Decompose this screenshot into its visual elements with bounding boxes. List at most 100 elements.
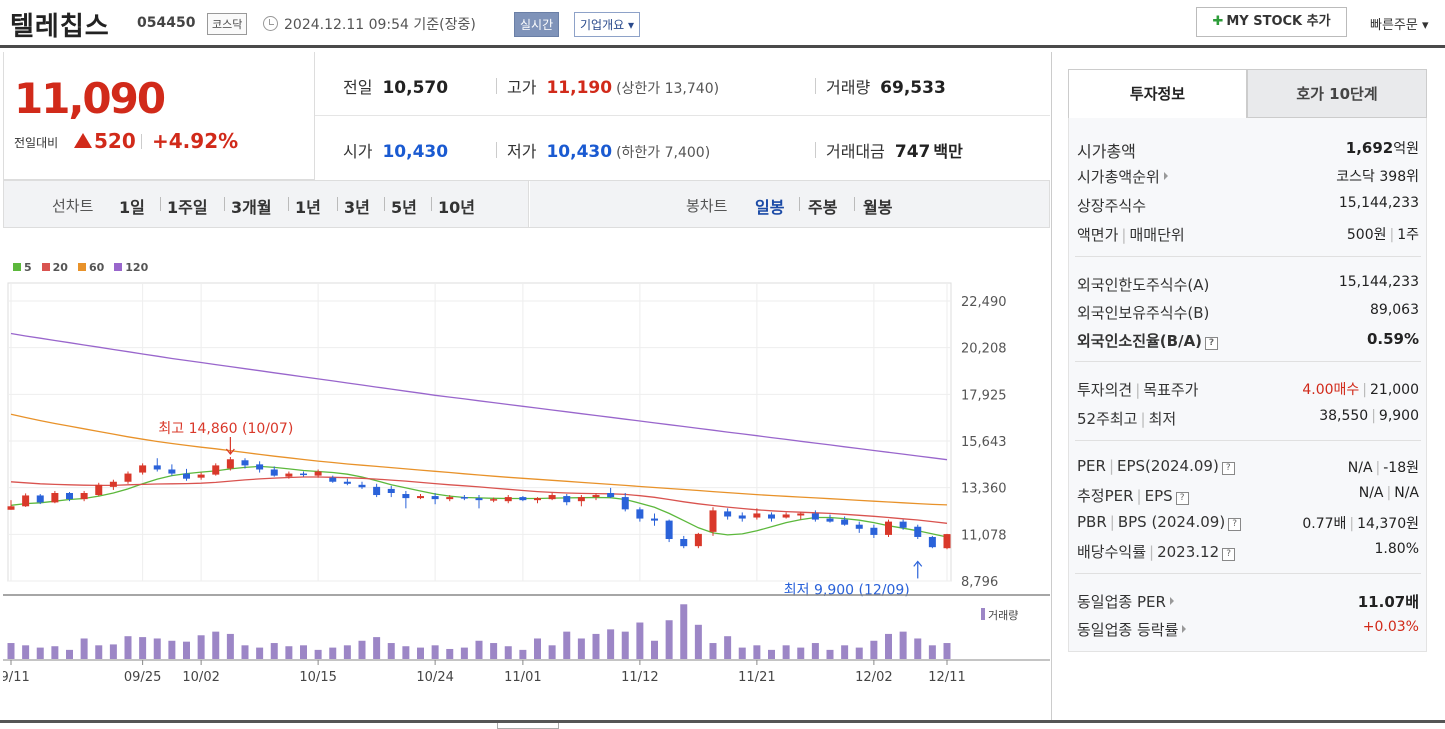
candle-body [7, 506, 15, 510]
volume-bar [680, 604, 688, 659]
y-tick-label: 15,643 [961, 435, 1007, 450]
divider [496, 78, 497, 94]
dividend-label: 배당수익률 | 2023.12? [1077, 541, 1236, 562]
period-item[interactable]: 3년 [344, 198, 370, 217]
candle-body [797, 513, 805, 516]
volume-bar [417, 647, 424, 659]
volume-bar [285, 646, 293, 659]
volume-bar [782, 645, 790, 659]
volume-bar [504, 646, 512, 659]
candle-body [212, 465, 220, 475]
market-cap-rank-label: 시가총액순위 [1077, 166, 1168, 187]
high-annotation: 최고 14,860 (10/07) [158, 421, 293, 437]
chart-canvas: 22,490 20,208 17,925 15,643 13,360 11,078 8,79… [3, 282, 1050, 685]
realtime-button[interactable]: 실시간 [514, 12, 560, 37]
candle-period-item[interactable]: 일봉 [755, 198, 785, 217]
foreign-ratio-text: 외국인소진율(B/A) [1077, 332, 1203, 350]
eps-text: EPS(2024.09) [1117, 457, 1219, 475]
period-item[interactable]: 10년 [438, 198, 475, 217]
volume-bar [402, 646, 410, 659]
open-value: 10,430 [382, 142, 449, 162]
per-number: N/A [1347, 460, 1373, 476]
ma-line-120 [10, 332, 948, 461]
legend-swatch [41, 263, 50, 271]
help-icon[interactable]: ? [1221, 462, 1235, 475]
candle-body [343, 481, 351, 484]
divider [288, 197, 289, 211]
legend-item: 20 [41, 261, 68, 274]
per-label: PER | EPS(2024.09)? [1077, 457, 1235, 475]
volume-bar [300, 645, 307, 659]
y-tick-label: 20,208 [961, 342, 1007, 357]
company-overview-dropdown[interactable]: 기업개요 ▾ [574, 12, 640, 37]
y-tick-label: 11,078 [961, 528, 1007, 543]
plus-icon: ✚ [1212, 14, 1224, 29]
help-icon[interactable]: ? [1175, 492, 1189, 505]
low-price: 저가 10,430 (하한가 7,400) [507, 138, 710, 162]
foreign-ratio-number: 0.59% [1366, 330, 1419, 348]
volume-bar [446, 648, 454, 659]
industry-rate-label: 동일업종 등락률 [1077, 619, 1187, 640]
add-mystock-button[interactable]: ✚ MY STOCK 추가 [1196, 7, 1347, 37]
divider [1075, 256, 1421, 257]
open-price: 시가 10,430 [343, 138, 448, 162]
low-value: 10,430 [546, 142, 613, 162]
divider [1075, 440, 1421, 441]
candle-body [168, 469, 176, 474]
panel-toggle-tab[interactable] [497, 723, 559, 729]
divider [1075, 361, 1421, 362]
volume-bar [943, 643, 951, 659]
x-tick-label: 11/01 [504, 670, 541, 685]
candle-body [387, 488, 395, 493]
market-cap-rank-text: 시가총액순위 [1077, 168, 1160, 186]
add-mystock-label: MY STOCK 추가 [1226, 14, 1331, 29]
candle-body [592, 495, 600, 498]
candle-body [928, 536, 936, 548]
tab-invest-info[interactable]: 투자정보 [1068, 69, 1247, 118]
pbr-value: 0.77배 | 14,370원 [1302, 516, 1419, 532]
face-value-label: 액면가 | 매매단위 [1077, 226, 1185, 244]
candle-body [270, 469, 278, 476]
volume-bar [183, 641, 190, 659]
arrow-right-icon [1182, 625, 1187, 633]
volume-bar [66, 649, 73, 659]
candle-body [651, 518, 658, 521]
candle-body [841, 519, 849, 525]
y-tick-label: 17,925 [961, 388, 1007, 403]
period-item[interactable]: 3개월 [231, 198, 272, 217]
target-price-number: 21,000 [1370, 382, 1419, 398]
candle-period-item[interactable]: 월봉 [863, 198, 893, 217]
volume-bar [431, 645, 439, 659]
help-icon[interactable]: ? [1205, 337, 1219, 350]
period-item[interactable]: 5년 [391, 198, 417, 217]
candle-body [563, 496, 571, 503]
trade-unit-text: 매매단위 [1129, 226, 1185, 244]
volume-bar [80, 638, 88, 659]
period-item[interactable]: 1일 [119, 198, 145, 217]
legend-item: 5 [13, 261, 32, 274]
divider [496, 142, 497, 158]
period-item[interactable]: 1년 [295, 198, 321, 217]
quick-order-dropdown[interactable]: 빠른주문 ▾ [1370, 18, 1429, 33]
candle-body [782, 514, 790, 518]
x-tick-label: 11/12 [621, 670, 658, 685]
volume-bar [914, 638, 922, 659]
volume-bar [651, 640, 658, 659]
tab-orderbook[interactable]: 호가 10단계 [1247, 69, 1427, 118]
candle-body [446, 497, 454, 500]
foreign-limit-label: 외국인한도주식수(A) [1077, 276, 1210, 294]
candle-period-item[interactable]: 주봉 [808, 198, 838, 217]
divider [141, 134, 142, 149]
week52-high-text: 52주최고 [1077, 410, 1138, 428]
divider [799, 197, 800, 211]
pbr-label: PBR | BPS (2024.09)? [1077, 513, 1242, 531]
period-item[interactable]: 1주일 [167, 198, 208, 217]
candle-body [80, 492, 88, 500]
x-tick-label: 09/11 [3, 670, 30, 685]
help-icon[interactable]: ? [1228, 518, 1242, 531]
candle-body [885, 521, 892, 535]
industry-per-text: 동일업종 PER [1077, 593, 1166, 611]
divider [528, 181, 530, 227]
divider [1075, 573, 1421, 574]
help-icon[interactable]: ? [1222, 548, 1236, 561]
